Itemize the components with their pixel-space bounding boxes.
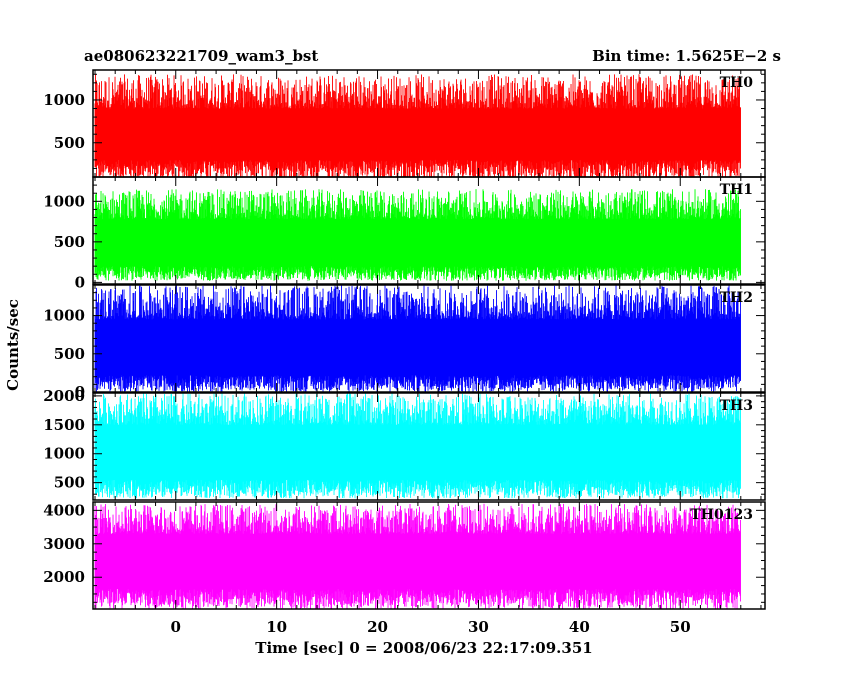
- panel-th1: 0 500 1000 TH1: [43, 176, 766, 291]
- series-th0123-curve: [94, 503, 741, 609]
- panel-label-th0123: TH0123: [690, 507, 753, 523]
- panel-th3: 500 1000 1500 2000 TH3: [43, 387, 766, 501]
- y-tick-label: 500: [54, 233, 85, 251]
- y-tick-label: 4000: [43, 501, 85, 519]
- panel-th0: 500 1000 TH0: [43, 69, 766, 178]
- y-tick-label: 3000: [43, 535, 85, 553]
- series-th3-curve: [94, 393, 741, 499]
- panels-group: 500 1000 TH0 0 500 1000 TH1 0 500 1000 TH2 500 1000 1…: [43, 69, 766, 610]
- series-th1-curve: [94, 189, 741, 281]
- y-tick-label: 500: [54, 345, 85, 363]
- panel-frame: [92, 176, 766, 285]
- x-tick-label: 10: [266, 618, 287, 636]
- panel-th2: 0 500 1000 TH2: [43, 284, 766, 401]
- y-tick-label: 2000: [43, 387, 85, 405]
- y-tick-label: 500: [54, 474, 85, 492]
- panel-frame: [92, 501, 766, 610]
- y-tick-label: 1000: [43, 91, 85, 109]
- y-tick-label: 1000: [43, 192, 85, 210]
- y-tick-label: 1500: [43, 416, 85, 434]
- x-tick-label: 20: [367, 618, 388, 636]
- series-th2-curve: [94, 285, 741, 392]
- y-tick-label: 2000: [43, 568, 85, 586]
- y-tick-label: 1000: [43, 445, 85, 463]
- panel-label-th1: TH1: [720, 182, 753, 198]
- x-axis-label: Time [sec] 0 = 2008/06/23 22:17:09.351: [255, 639, 592, 657]
- y-tick-label: 0: [75, 383, 85, 401]
- y-tick-label: 0: [75, 273, 85, 291]
- x-tick-label: 50: [670, 618, 691, 636]
- bin-time-label: Bin time: 1.5625E−2 s: [592, 47, 781, 65]
- x-tick-label: 40: [569, 618, 590, 636]
- panel-label-th3: TH3: [720, 398, 753, 414]
- x-tick-label: 0: [171, 618, 181, 636]
- series-th0-curve: [94, 74, 741, 177]
- x-tick-labels: 0 10 20 30 40 50: [171, 618, 691, 636]
- x-tick-label: 30: [468, 618, 489, 636]
- y-tick-label: 1000: [43, 307, 85, 325]
- panel-label-th0: TH0: [720, 75, 754, 91]
- observation-id-title: ae080623221709_wam3_bst: [84, 47, 318, 65]
- y-tick-label: 500: [54, 134, 85, 152]
- panel-frame: [92, 392, 766, 501]
- panel-label-th2: TH2: [720, 290, 753, 306]
- y-axis-label: Counts/sec: [4, 299, 22, 391]
- panel-th0123: 2000 3000 4000 TH0123: [43, 501, 766, 610]
